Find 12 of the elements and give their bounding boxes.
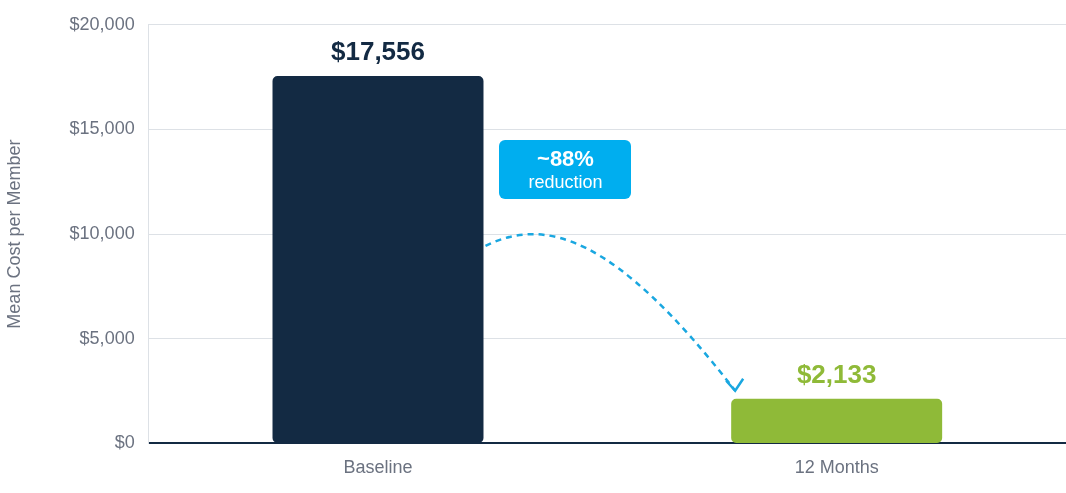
y-tick-label: $5,000	[79, 327, 135, 348]
annotation: reduction	[527, 171, 604, 193]
data-label: $2,133	[796, 358, 877, 389]
y-tick-label: $15,000	[69, 118, 135, 139]
y-axis-title: Mean Cost per Member	[3, 139, 24, 329]
annotation: ~88%	[536, 145, 595, 172]
x-tick-label: 12 Months	[794, 457, 879, 478]
x-tick-label: Baseline	[343, 457, 413, 478]
y-tick-label: $20,000	[69, 13, 135, 34]
y-tick-label: $0	[114, 432, 135, 453]
data-label: $17,556	[331, 36, 425, 67]
y-tick-label: $10,000	[69, 223, 135, 244]
